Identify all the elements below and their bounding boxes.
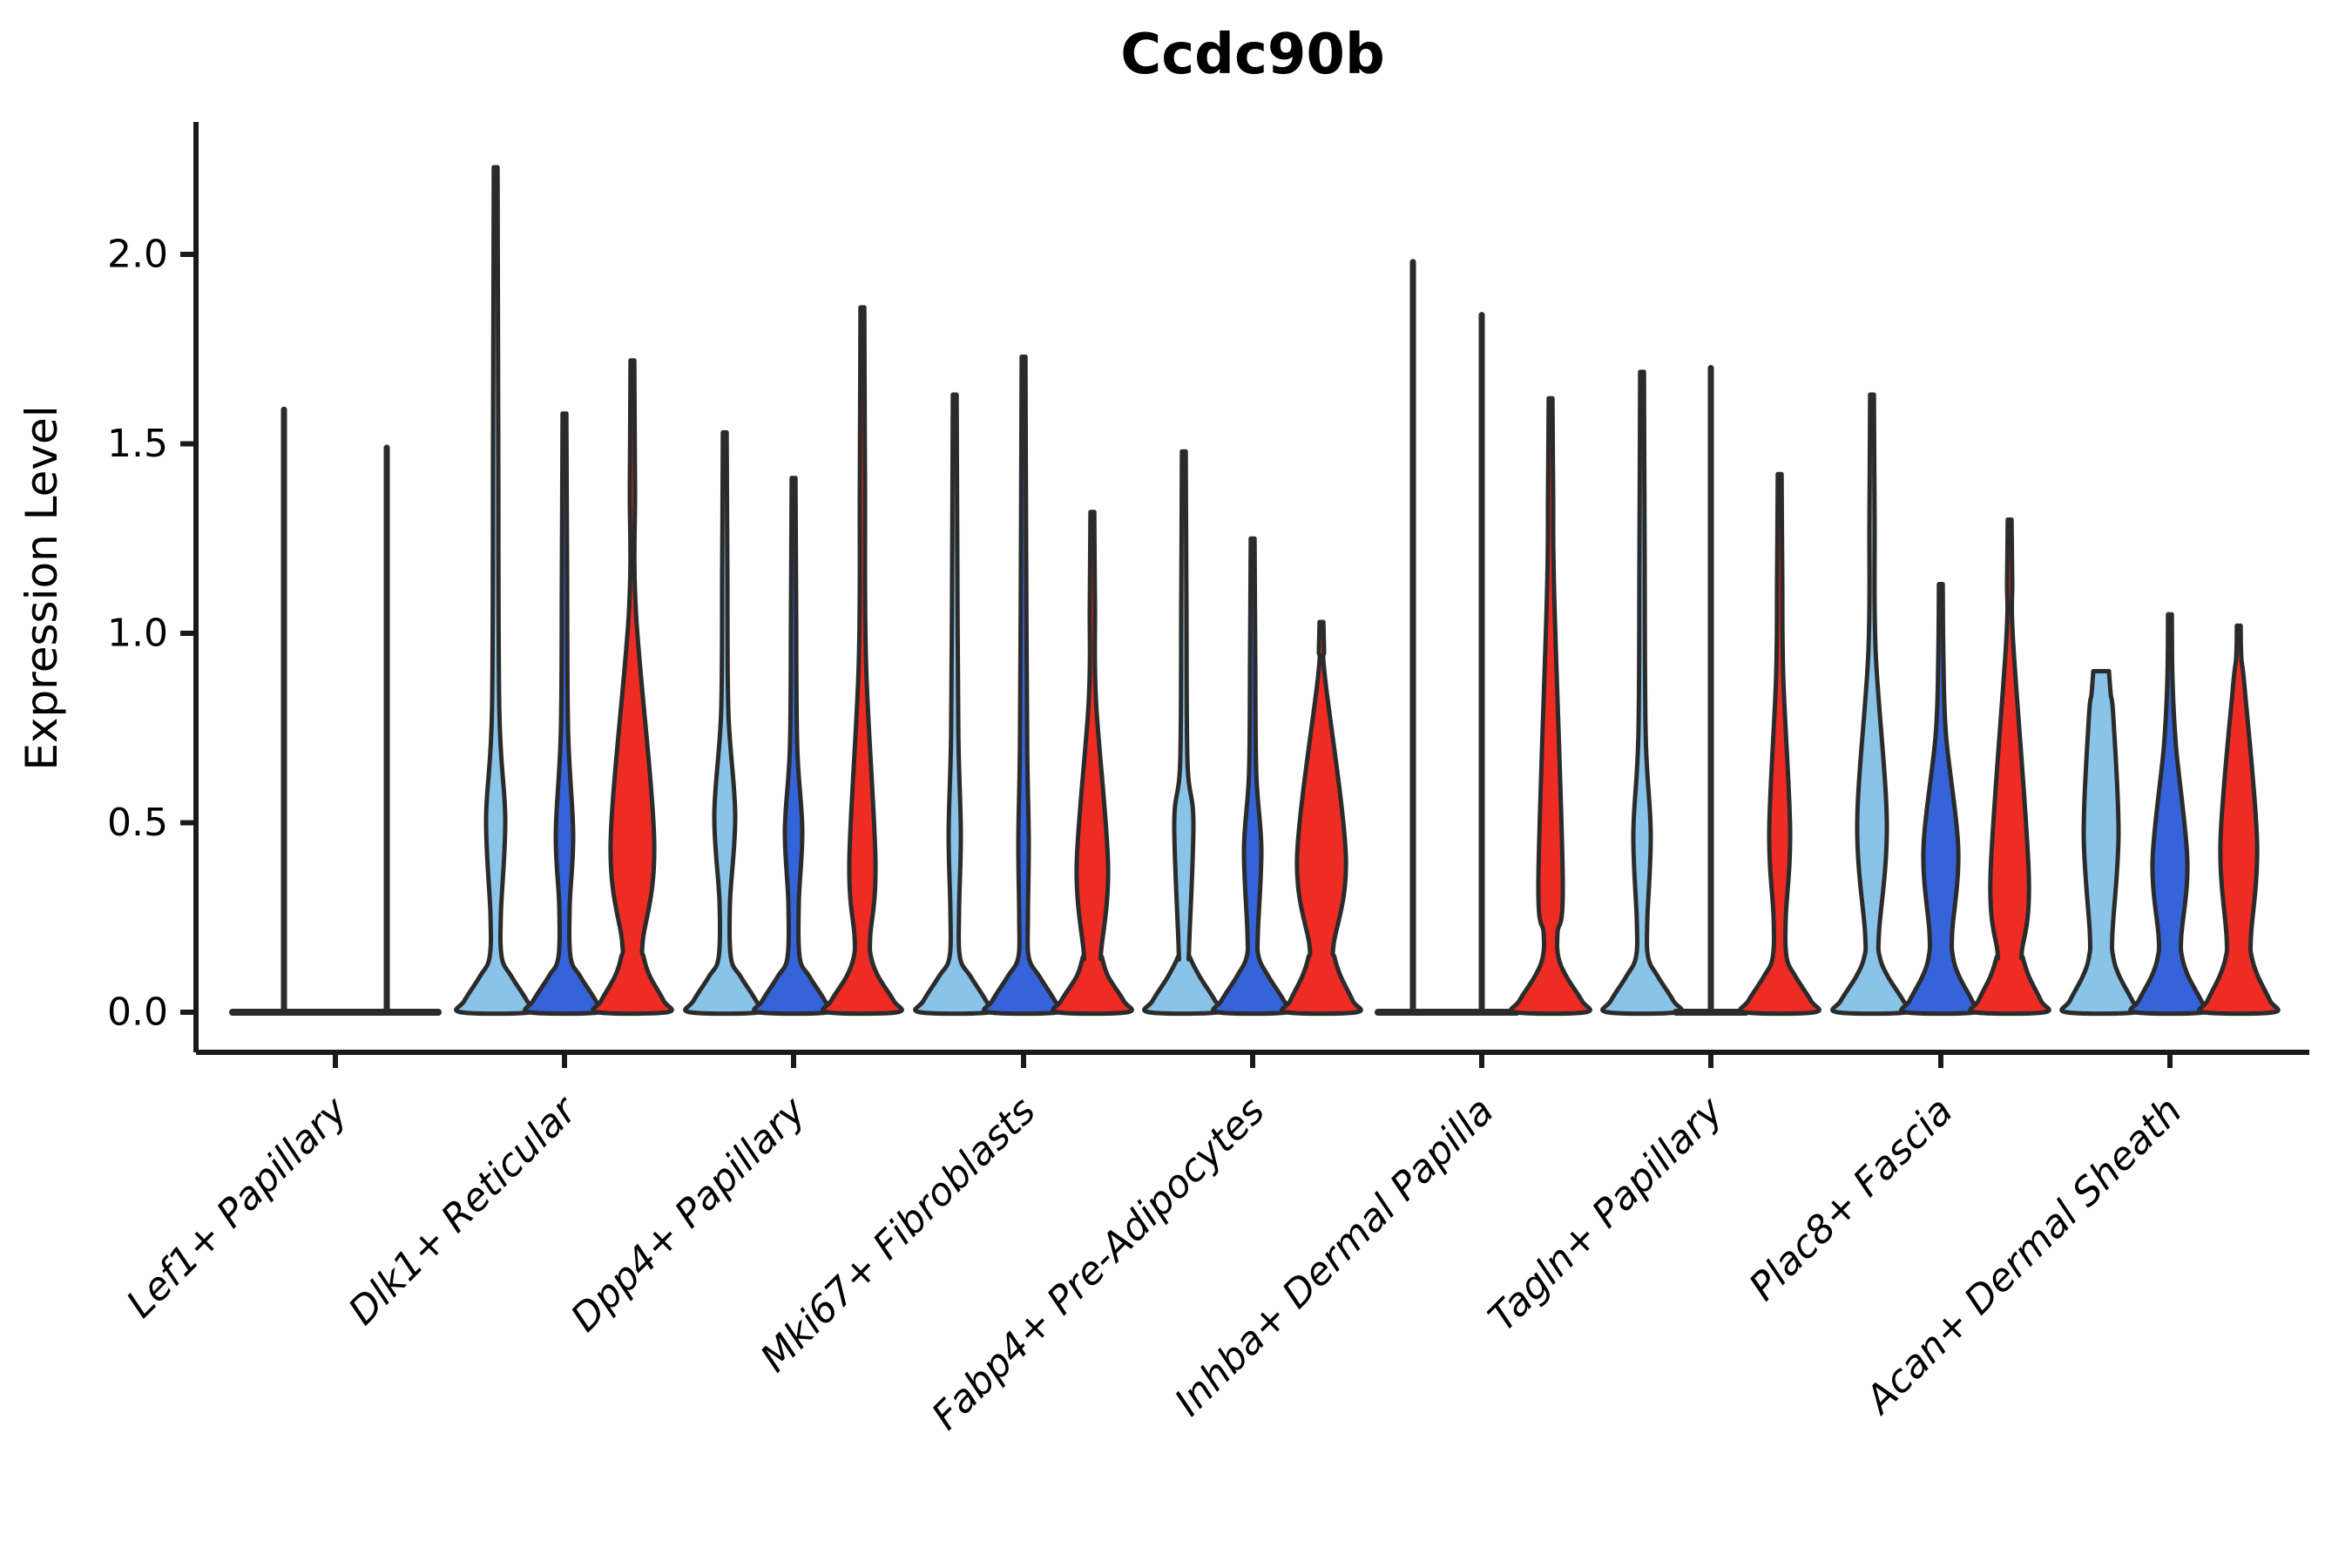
x-tick-label: Dpp4+ Papillary	[563, 1088, 815, 1341]
violin-6-2	[1738, 471, 1821, 1017]
violin-3-1	[982, 355, 1065, 1017]
violin-8-0	[2059, 669, 2143, 1017]
x-tick-label: Lef1+ Papillary	[118, 1088, 357, 1327]
violin-1-1	[523, 411, 606, 1017]
y-tick-label: 0.0	[107, 990, 168, 1035]
violin-3-0	[913, 392, 997, 1017]
violin-3-2	[1051, 510, 1134, 1017]
violin-6-0	[1600, 369, 1684, 1017]
violin-1-0	[454, 165, 537, 1017]
y-tick-label: 0.5	[107, 801, 168, 845]
chart-title: Ccdc90b	[1120, 23, 1385, 87]
x-tick-label: Tagln+ Papillary	[1480, 1088, 1732, 1340]
violin-7-0	[1830, 392, 1914, 1017]
y-tick-label: 2.0	[107, 233, 168, 277]
violin-8-1	[2128, 612, 2212, 1017]
y-tick-label: 1.0	[107, 612, 168, 656]
violin-4-2	[1280, 619, 1363, 1017]
violin-2-1	[752, 476, 835, 1017]
x-tick-label: Dlk1+ Reticular	[340, 1087, 586, 1334]
violin-4-0	[1142, 449, 1226, 1017]
violin-1-2	[591, 358, 674, 1017]
violin-8-2	[2197, 623, 2281, 1017]
violin-7-2	[1968, 517, 2051, 1017]
violin-5-2	[1509, 395, 1592, 1017]
x-tick-label: Plac8+ Fascia	[1740, 1089, 1961, 1309]
violin-2-0	[683, 429, 767, 1017]
violin-2-2	[821, 305, 904, 1017]
violin-7-1	[1899, 582, 1983, 1017]
y-tick-label: 1.5	[107, 422, 168, 466]
violin-4-1	[1211, 536, 1294, 1017]
